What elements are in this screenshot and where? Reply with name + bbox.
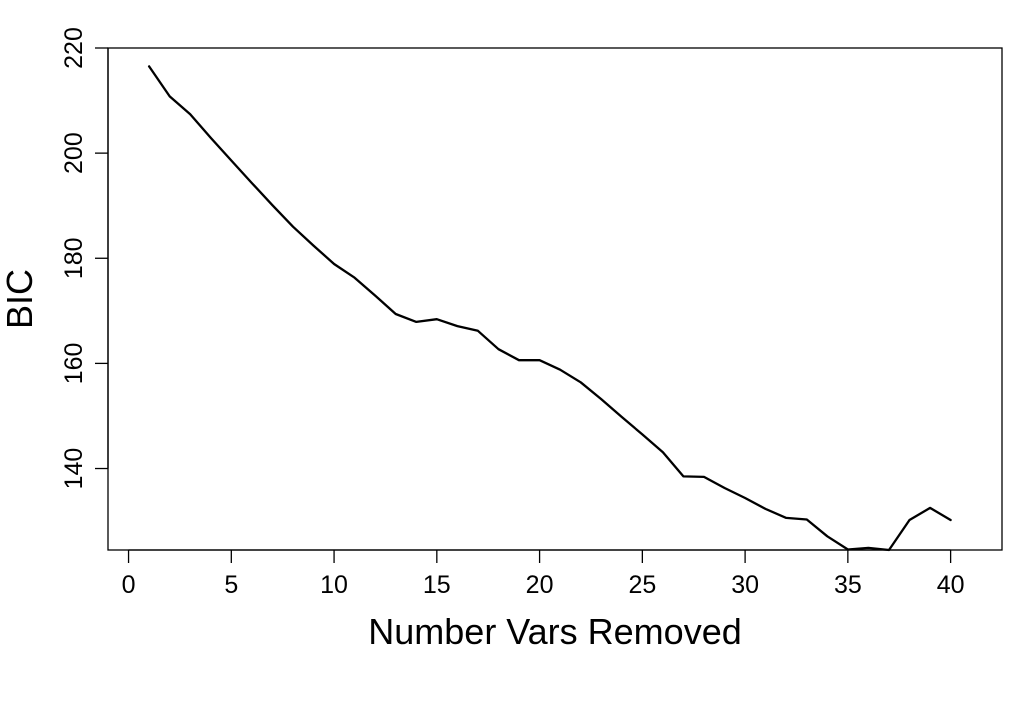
y-tick-label: 140 — [60, 448, 88, 490]
plot-frame — [107, 47, 1003, 551]
x-tick-label: 35 — [834, 571, 862, 599]
y-tick-label: 160 — [60, 343, 88, 385]
series-layer — [147, 65, 952, 552]
x-tick-label: 15 — [423, 571, 451, 599]
bic-series-line — [147, 65, 952, 552]
x-axis: 0 5 10 15 20 25 30 35 40 — [122, 549, 965, 599]
x-tick-label: 40 — [937, 571, 965, 599]
x-tick-label: 20 — [526, 571, 554, 599]
y-axis: 140 160 180 200 220 — [60, 27, 109, 490]
x-tick-label: 25 — [628, 571, 656, 599]
x-tick-label: 5 — [224, 571, 238, 599]
y-tick-label: 200 — [60, 132, 88, 174]
y-tick-label: 180 — [60, 237, 88, 279]
x-axis-title: Number Vars Removed — [368, 611, 741, 652]
x-tick-label: 10 — [320, 571, 348, 599]
y-axis-title: BIC — [0, 269, 40, 329]
y-tick-label: 220 — [60, 27, 88, 69]
x-tick-label: 0 — [122, 571, 136, 599]
x-tick-label: 30 — [731, 571, 759, 599]
